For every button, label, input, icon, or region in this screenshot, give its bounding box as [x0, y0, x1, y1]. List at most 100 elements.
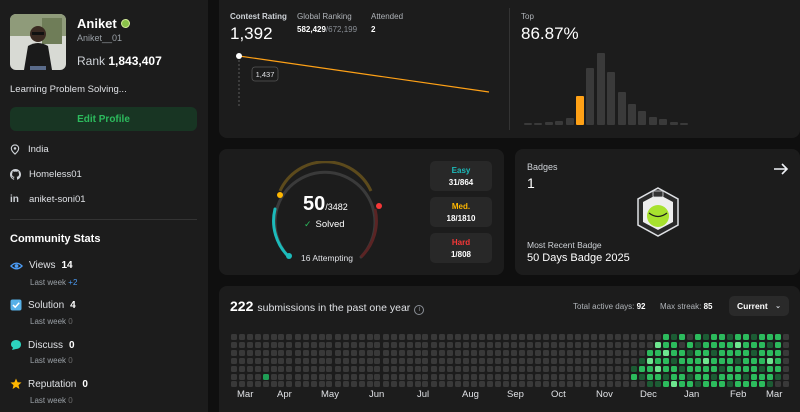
linkedin-text: aniket-soni01: [29, 194, 86, 205]
stat-label: Views: [29, 260, 56, 271]
hard-pill[interactable]: Hard 1/808: [430, 233, 492, 263]
month-label: Jun: [369, 389, 385, 400]
ring-hard-dot: [376, 203, 382, 209]
histogram-bar: [586, 68, 595, 125]
stat-discuss: Discuss 0: [10, 339, 75, 351]
hard-value: 1/808: [450, 250, 472, 259]
week-label: Last week: [30, 317, 67, 326]
month-label: May: [321, 389, 339, 400]
profile-sidebar: Aniket Aniket__01 Rank 1,843,407 Learnin…: [0, 0, 208, 412]
med-pill[interactable]: Med. 18/1810: [430, 197, 492, 227]
check-square-icon: [10, 299, 22, 311]
community-stats-title: Community Stats: [10, 233, 101, 245]
github-row[interactable]: Homeless01: [10, 169, 82, 180]
histogram-bar: [534, 123, 543, 125]
badge-image[interactable]: [632, 186, 684, 238]
avatar[interactable]: [10, 14, 66, 70]
badges-count: 1: [527, 175, 535, 191]
rank-histogram[interactable]: [524, 50, 792, 125]
stat-value: 4: [70, 299, 76, 311]
histogram-bar: [659, 119, 668, 125]
arrow-right-icon[interactable]: [773, 162, 789, 176]
stat-label: Solution: [28, 299, 65, 311]
linkedin-icon: in: [10, 194, 19, 205]
linkedin-row[interactable]: in aniket-soni01: [10, 194, 86, 205]
recent-badge-label: Most Recent Badge: [527, 240, 602, 250]
contest-rating-value: 1,392: [230, 24, 273, 43]
active-days: Total active days: 92: [573, 302, 646, 311]
info-icon[interactable]: i: [414, 305, 425, 315]
histogram-bar: [669, 122, 678, 125]
solved-total: /3482: [325, 202, 348, 212]
month-label: Feb: [730, 389, 747, 400]
month-label: Sep: [507, 389, 524, 400]
year-dropdown[interactable]: Current ⌄: [729, 296, 789, 316]
submissions-count: 222: [230, 298, 254, 314]
histogram-bar: [596, 53, 605, 125]
profile-name[interactable]: Aniket: [77, 16, 117, 31]
stat-views: Views 14: [10, 260, 73, 271]
submissions-header: 222 submissions in the past one year i: [230, 298, 425, 315]
histogram-bar: [607, 72, 616, 125]
histogram-bar: [555, 120, 564, 125]
rating-line-chart[interactable]: [230, 48, 500, 126]
top-label: Top: [521, 12, 534, 21]
stat-value: 0: [82, 378, 88, 390]
month-label: Oct: [551, 389, 566, 400]
histogram-bar: [680, 123, 688, 125]
solved-count-value: 50: [303, 193, 326, 215]
histogram-bar: [638, 111, 647, 125]
solved-label-row: ✓ Solved: [304, 219, 345, 230]
active-days-value: 92: [636, 302, 646, 311]
max-streak: Max streak: 85: [660, 302, 712, 311]
github-icon: [10, 169, 21, 180]
hard-label: Hard: [451, 238, 471, 247]
chevron-down-icon: ⌄: [775, 303, 781, 310]
solved-count: 50 /3482: [303, 193, 348, 216]
active-days-label: Total active days:: [573, 302, 635, 311]
divider: [10, 219, 197, 220]
histogram-bar: [565, 118, 574, 125]
histogram-bar: [617, 91, 626, 125]
month-label: Jul: [417, 389, 430, 400]
week-value: 0: [68, 317, 73, 326]
attempting-text: 16 Attempting: [301, 253, 353, 263]
year-dropdown-value: Current: [737, 301, 768, 311]
week-label: Last week: [30, 396, 67, 405]
rating-tooltip: [251, 66, 279, 82]
histogram-bar: [576, 95, 584, 125]
profile-bio: Learning Problem Solving...: [10, 84, 127, 95]
global-ranking-total: /672,199: [325, 25, 358, 34]
global-ranking-label: Global Ranking: [297, 12, 352, 21]
histogram-bar: [648, 116, 657, 125]
solved-progress-ring[interactable]: [263, 161, 387, 265]
easy-pill[interactable]: Easy 31/864: [430, 161, 492, 191]
stat-solution: Solution 4: [10, 299, 76, 311]
month-label: Aug: [462, 389, 479, 400]
profile-name-row: Aniket: [77, 16, 130, 31]
badges-title: Badges: [527, 162, 558, 172]
edit-profile-button[interactable]: Edit Profile: [10, 107, 197, 131]
histogram-bar: [524, 123, 532, 125]
rank-value: 1,843,407: [108, 54, 162, 68]
month-label: Apr: [277, 389, 292, 400]
recent-badge-name: 50 Days Badge 2025: [527, 252, 630, 264]
submissions-text: submissions in the past one year: [257, 302, 411, 314]
contest-rating-label: Contest Rating: [230, 12, 287, 21]
profile-username: Aniket__01: [77, 33, 123, 43]
med-label: Med.: [451, 202, 471, 211]
rating-tooltip-value: 1,437: [255, 70, 275, 79]
month-label: Mar: [766, 389, 783, 400]
attended-label: Attended: [371, 12, 404, 21]
month-label: Dec: [640, 389, 657, 400]
month-label: Mar: [237, 389, 254, 400]
stat-reputation-week: Last week 0: [30, 396, 73, 405]
stat-value: 0: [69, 339, 75, 351]
rating-point[interactable]: [236, 53, 242, 59]
submissions-panel: [219, 286, 800, 412]
location-pin-icon: [10, 144, 20, 155]
rating-line: [238, 55, 490, 93]
week-value: +2: [68, 278, 78, 287]
histogram-bar: [544, 122, 553, 125]
stat-reputation: Reputation 0: [10, 378, 88, 390]
